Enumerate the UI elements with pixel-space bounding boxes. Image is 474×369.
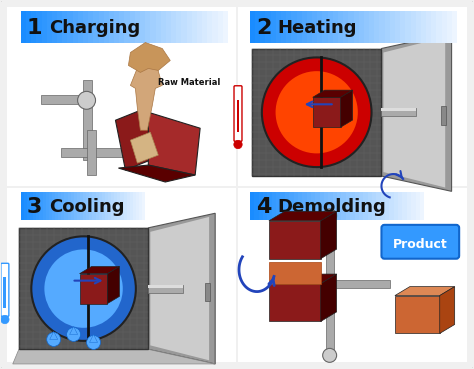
Bar bbox=[41, 95, 91, 104]
Circle shape bbox=[45, 249, 123, 328]
Polygon shape bbox=[13, 349, 215, 364]
Bar bbox=[74, 192, 77, 220]
Bar bbox=[382, 108, 416, 116]
Bar bbox=[21, 192, 24, 220]
Bar bbox=[136, 192, 139, 220]
Bar bbox=[317, 11, 322, 42]
Bar bbox=[447, 11, 452, 42]
Text: Charging: Charging bbox=[49, 19, 140, 37]
Bar bbox=[58, 192, 61, 220]
Bar bbox=[67, 192, 71, 220]
Bar bbox=[350, 192, 355, 220]
Bar bbox=[49, 192, 52, 220]
Polygon shape bbox=[440, 287, 455, 334]
Bar bbox=[83, 11, 88, 42]
Bar bbox=[114, 11, 119, 42]
Bar bbox=[395, 11, 400, 42]
Text: Product: Product bbox=[393, 238, 447, 251]
Bar bbox=[129, 11, 135, 42]
Bar bbox=[313, 97, 341, 127]
Bar bbox=[218, 11, 223, 42]
Bar bbox=[67, 11, 73, 42]
Bar bbox=[145, 11, 150, 42]
Bar bbox=[96, 192, 99, 220]
Bar bbox=[43, 192, 46, 220]
Circle shape bbox=[262, 58, 372, 167]
Bar bbox=[394, 192, 398, 220]
Bar bbox=[212, 11, 218, 42]
Bar bbox=[338, 11, 343, 42]
Bar bbox=[326, 216, 334, 355]
Bar bbox=[99, 192, 102, 220]
Text: Cooling: Cooling bbox=[49, 198, 124, 216]
Bar bbox=[442, 11, 447, 42]
Bar bbox=[411, 192, 416, 220]
Bar bbox=[322, 11, 328, 42]
Bar bbox=[30, 192, 33, 220]
Bar bbox=[139, 192, 142, 220]
Bar bbox=[441, 106, 446, 125]
Bar bbox=[405, 11, 410, 42]
Bar bbox=[119, 11, 125, 42]
Circle shape bbox=[87, 335, 100, 349]
Bar bbox=[263, 192, 267, 220]
Bar bbox=[355, 192, 359, 220]
Bar bbox=[109, 11, 114, 42]
Bar bbox=[83, 192, 86, 220]
Circle shape bbox=[31, 236, 136, 341]
Bar bbox=[333, 192, 337, 220]
Polygon shape bbox=[395, 287, 455, 296]
Bar bbox=[104, 11, 109, 42]
Bar bbox=[142, 192, 146, 220]
Text: 4: 4 bbox=[256, 197, 271, 217]
Text: Raw Material: Raw Material bbox=[158, 78, 221, 87]
Bar bbox=[293, 192, 298, 220]
Bar bbox=[27, 192, 30, 220]
Bar bbox=[326, 280, 391, 287]
Bar bbox=[36, 192, 39, 220]
Bar bbox=[202, 11, 207, 42]
Bar bbox=[64, 192, 67, 220]
Circle shape bbox=[78, 92, 96, 109]
FancyBboxPatch shape bbox=[382, 225, 459, 259]
Bar bbox=[416, 11, 421, 42]
Bar bbox=[82, 80, 91, 160]
Bar bbox=[237, 100, 239, 132]
Bar bbox=[140, 11, 145, 42]
Bar bbox=[130, 192, 133, 220]
Bar bbox=[47, 11, 52, 42]
Bar bbox=[368, 192, 372, 220]
Bar bbox=[89, 192, 92, 220]
Bar bbox=[166, 11, 171, 42]
Bar bbox=[223, 11, 228, 42]
Bar bbox=[452, 11, 457, 42]
Bar bbox=[416, 192, 420, 220]
Bar bbox=[286, 11, 292, 42]
Bar bbox=[55, 192, 58, 220]
Bar bbox=[207, 11, 212, 42]
Bar bbox=[87, 130, 96, 175]
Polygon shape bbox=[383, 37, 445, 187]
Bar bbox=[381, 192, 385, 220]
Polygon shape bbox=[269, 274, 337, 284]
FancyBboxPatch shape bbox=[1, 263, 9, 316]
Text: 1: 1 bbox=[27, 18, 42, 38]
Bar bbox=[108, 192, 111, 220]
Polygon shape bbox=[382, 33, 452, 192]
Text: 2: 2 bbox=[256, 18, 271, 38]
Bar bbox=[61, 192, 64, 220]
Bar bbox=[421, 11, 426, 42]
Bar bbox=[382, 108, 416, 111]
Bar bbox=[269, 221, 321, 259]
Bar bbox=[341, 192, 346, 220]
Bar bbox=[135, 11, 140, 42]
Circle shape bbox=[47, 332, 61, 346]
Circle shape bbox=[234, 140, 242, 149]
Text: 3: 3 bbox=[27, 197, 42, 217]
Bar bbox=[319, 192, 324, 220]
Bar bbox=[26, 11, 31, 42]
Polygon shape bbox=[108, 266, 119, 304]
Bar bbox=[348, 11, 354, 42]
Bar bbox=[250, 11, 255, 42]
